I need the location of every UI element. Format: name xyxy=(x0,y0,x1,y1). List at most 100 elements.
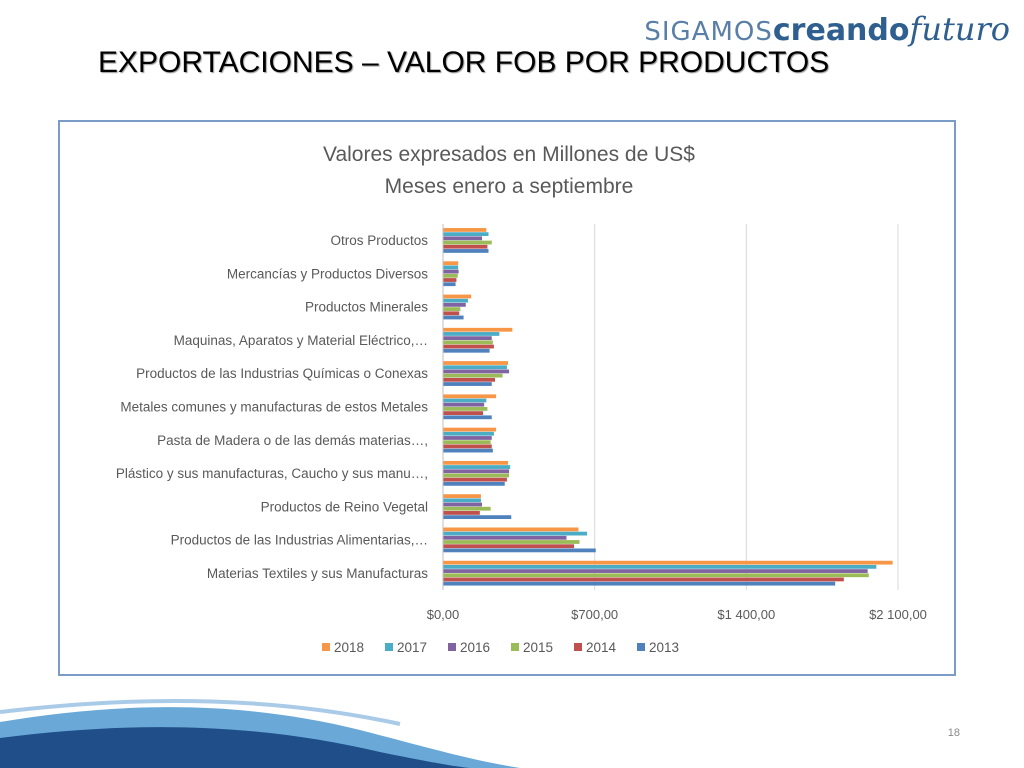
legend-swatch xyxy=(574,643,582,651)
bar xyxy=(443,294,472,299)
bar xyxy=(443,369,510,374)
bar xyxy=(443,232,489,237)
bar xyxy=(443,448,493,453)
bar xyxy=(443,269,459,274)
logo-text-mid: creando xyxy=(772,13,910,48)
bar xyxy=(443,365,507,370)
bar xyxy=(443,327,513,332)
bar xyxy=(443,515,512,520)
category-label: Plástico y sus manufacturas, Caucho y su… xyxy=(116,466,428,481)
bar xyxy=(443,427,497,432)
bar xyxy=(443,249,489,253)
bar xyxy=(443,332,500,336)
bar xyxy=(443,465,511,469)
decorative-wave xyxy=(0,698,520,768)
bar xyxy=(443,498,481,503)
bar xyxy=(443,444,492,449)
category-label: Productos Minerales xyxy=(305,300,428,315)
bar xyxy=(443,228,487,232)
chart-title: Valores expresados en Millones de US$ xyxy=(323,143,695,166)
bar xyxy=(443,302,466,307)
bar xyxy=(443,577,844,582)
legend-swatch xyxy=(637,643,645,651)
category-label: Otros Productos xyxy=(330,233,428,248)
bar xyxy=(443,531,588,536)
legend-label: 2013 xyxy=(649,640,679,655)
bar xyxy=(443,240,492,245)
bar xyxy=(443,506,491,511)
bar xyxy=(443,361,508,365)
bar xyxy=(443,407,488,411)
category-label: Productos de las Industrias Alimentarias… xyxy=(171,533,428,548)
bar xyxy=(443,548,596,553)
logo-text-pre: SIGAMOS xyxy=(644,17,773,47)
category-label: Metales comunes y manufacturas de estos … xyxy=(120,400,428,415)
logo-text-post: futuro xyxy=(909,10,1010,48)
legend-label: 2017 xyxy=(397,640,427,655)
bar xyxy=(443,394,497,399)
bar xyxy=(443,431,494,436)
x-tick-label: $700,00 xyxy=(571,607,618,622)
bar xyxy=(443,307,461,311)
bar-chart: Valores expresados en Millones de US$ Mes… xyxy=(116,143,927,655)
bar xyxy=(443,473,510,478)
legend-label: 2018 xyxy=(334,640,364,655)
x-tick-label: $2 100,00 xyxy=(869,607,927,622)
bar xyxy=(443,415,492,420)
category-label: Mercancías y Productos Diversos xyxy=(227,266,428,281)
chart-frame: Valores expresados en Millones de US$ Mes… xyxy=(58,120,956,676)
bar xyxy=(443,581,836,586)
bar xyxy=(443,481,505,486)
bar xyxy=(443,535,567,540)
bar xyxy=(443,527,579,532)
legend-label: 2016 xyxy=(460,640,490,655)
bar xyxy=(443,477,507,482)
chart-subtitle: Meses enero a septiembre xyxy=(385,175,634,198)
bar xyxy=(443,244,488,249)
bar xyxy=(443,569,868,573)
legend-swatch xyxy=(385,643,393,651)
bar xyxy=(443,402,485,407)
page-number: 18 xyxy=(947,727,960,739)
category-label: Productos de las Industrias Químicas o C… xyxy=(136,366,428,381)
bar xyxy=(443,265,459,270)
bar xyxy=(443,502,482,507)
bar xyxy=(443,511,480,515)
bar xyxy=(443,544,575,549)
category-label: Maquinas, Aparatos y Material Eléctrico,… xyxy=(174,333,428,348)
legend-label: 2014 xyxy=(586,640,617,655)
bar xyxy=(443,282,456,287)
legend-label: 2015 xyxy=(523,640,553,655)
bar xyxy=(443,311,460,316)
category-label: Pasta de Madera o de las demás materias…… xyxy=(157,433,428,448)
category-label: Productos de Reino Vegetal xyxy=(261,499,428,514)
bar xyxy=(443,377,495,382)
organization-logo: SIGAMOS creando futuro xyxy=(644,10,1010,60)
bar xyxy=(443,540,580,544)
bar xyxy=(443,236,482,241)
bar xyxy=(443,560,893,565)
slide-title: EXPORTACIONES – VALOR FOB POR PRODUCTOS xyxy=(98,46,830,79)
bar xyxy=(443,261,459,266)
category-label: Materias Textiles y sus Manufacturas xyxy=(207,566,428,581)
bar xyxy=(443,411,484,415)
legend-swatch xyxy=(511,643,519,651)
bar xyxy=(443,315,464,320)
bar xyxy=(443,494,481,499)
bar xyxy=(443,373,503,378)
x-tick-label: $0,00 xyxy=(427,607,460,622)
bar xyxy=(443,436,492,440)
bar xyxy=(443,278,457,282)
bar xyxy=(443,298,468,303)
bar xyxy=(443,382,492,386)
bar xyxy=(443,564,877,569)
bar xyxy=(443,573,869,578)
bar xyxy=(443,273,458,278)
bar xyxy=(443,398,487,403)
x-tick-label: $1 400,00 xyxy=(717,607,775,622)
bar xyxy=(443,340,493,345)
bar xyxy=(443,469,510,474)
bar xyxy=(443,460,508,465)
bar xyxy=(443,344,494,349)
legend-swatch xyxy=(448,643,456,651)
